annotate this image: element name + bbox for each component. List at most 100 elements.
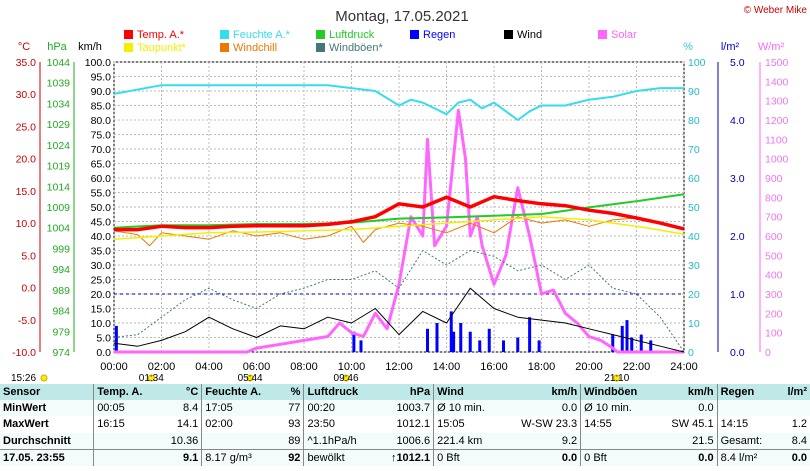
legend-swatch — [124, 30, 133, 39]
series-line — [113, 215, 685, 240]
table-cell — [201, 432, 281, 450]
table-cell: 8.4 — [777, 432, 810, 450]
time-tick-label: 08:00 — [290, 361, 318, 373]
legend-label: Wind — [517, 29, 542, 41]
pct-tick-label: 60 — [688, 173, 700, 185]
rain-bar — [449, 311, 453, 352]
hpa-tick-label: 1044 — [47, 57, 71, 69]
sun-marker — [40, 374, 48, 382]
solar-tick-label: 400 — [765, 270, 783, 282]
table-cell: Luftdruck — [303, 384, 377, 401]
solar-tick-label: 300 — [765, 289, 783, 301]
sun-label: 05:44 — [238, 373, 263, 384]
kmh-tick-label: 25.0 — [91, 275, 112, 287]
table-cell: 93 — [280, 416, 304, 433]
time-tick-label: 06:00 — [243, 361, 271, 373]
rain-bar — [528, 317, 532, 352]
legend-swatch — [124, 43, 133, 52]
temp-tick-label: 15.0 — [16, 186, 37, 198]
time-tick-label: 00:00 — [100, 361, 128, 373]
table-cell: 9.2 — [501, 432, 581, 450]
solar-tick-label: 600 — [765, 231, 783, 243]
rain-bar — [478, 340, 482, 352]
table-cell: 10.36 — [158, 432, 202, 450]
time-tick-label: 18:00 — [528, 361, 556, 373]
kmh-tick-label: 20.0 — [91, 289, 112, 301]
table-cell: Ø 10 min. — [580, 400, 656, 417]
sun-label: 01:34 — [139, 373, 164, 384]
table-cell: 8.4 l/m² — [716, 448, 778, 466]
rain-tick-label: 2.0 — [730, 231, 745, 243]
table-cell: Windböen — [580, 384, 656, 401]
table-cell: 8.17 g/m³ — [201, 448, 281, 466]
weather-chart: Montag, 17.05.2021 © Weber Mike Temp. A.… — [11, 5, 808, 384]
temp-tick-label: 10.0 — [16, 218, 37, 230]
table-cell: 89 — [280, 432, 304, 450]
table-cell: ↑1012.1 — [376, 448, 434, 466]
table-cell: 0.0 — [501, 400, 581, 417]
rain-tick-label: 5.0 — [730, 57, 745, 69]
hpa-tick-label: 979 — [52, 326, 70, 338]
temp-tick-label: 30.0 — [16, 89, 37, 101]
kmh-tick-label: 90.0 — [91, 86, 112, 98]
table-cell — [93, 448, 159, 466]
kmh-tick-label: 0.0 — [96, 347, 111, 359]
hpa-tick-label: 1009 — [47, 202, 71, 214]
pct-tick-label: 20 — [688, 289, 700, 301]
table-cell: 16:15 — [93, 416, 159, 433]
axis-unit: km/h — [78, 41, 102, 53]
kmh-tick-label: 35.0 — [91, 246, 112, 258]
rain-bar — [452, 331, 456, 352]
table-row: MaxWert 16:15 14.1 02:00 93 23:50 1012.1 15:05 W… — [0, 416, 810, 433]
legend-label: Windböen* — [329, 42, 384, 54]
time-tick-label: 24:00 — [670, 361, 698, 373]
pct-tick-label: 0 — [688, 347, 694, 359]
table-cell: 1.2 — [777, 416, 810, 433]
kmh-tick-label: 75.0 — [91, 130, 112, 142]
table-cell: km/h — [501, 384, 581, 401]
row-label: Durchschnitt — [0, 432, 94, 450]
table-cell: 221.4 km — [433, 432, 502, 450]
rain-bar — [352, 331, 356, 352]
table-cell: 14.1 — [158, 416, 202, 433]
table-cell: 15:05 — [433, 416, 502, 433]
table-cell: 14:55 — [580, 416, 656, 433]
pct-tick-label: 10 — [688, 318, 700, 330]
rain-tick-label: 4.0 — [730, 115, 745, 127]
series-line — [114, 108, 684, 354]
kmh-tick-label: 55.0 — [91, 188, 112, 200]
rain-bar — [435, 323, 439, 352]
sun-marker — [342, 374, 350, 382]
pct-tick-label: 70 — [688, 144, 700, 156]
chart-legend: Temp. A.* Feuchte A.* Luftdruck Regen Wind So… — [124, 29, 637, 54]
table-cell: 17:05 — [201, 400, 281, 417]
sun-marker — [613, 374, 621, 382]
series-line — [113, 216, 637, 247]
table-cell: bewölkt — [303, 448, 377, 466]
rain-tick-label: 0.0 — [730, 347, 745, 359]
temp-tick-label: 0.0 — [21, 283, 36, 295]
table-cell: 00:20 — [303, 400, 377, 417]
table-cell: km/h — [655, 384, 718, 401]
pct-tick-label: 90 — [688, 86, 700, 98]
time-tick-label: 22:00 — [623, 361, 651, 373]
temp-tick-label: 35.0 — [16, 57, 37, 69]
table-cell: 21.5 — [655, 432, 718, 450]
chart-axes: 35.0 30.0 25.0 20.0 15.0 10.0 5.0 0.0 -5.0 -10.0 1… — [12, 57, 788, 373]
sun-markers: 15:26 01:34 05:44 09:46 21:10 — [11, 373, 630, 384]
pct-tick-label: 80 — [688, 115, 700, 127]
axis-unit: W/m² — [758, 41, 785, 53]
table-cell: % — [280, 384, 304, 401]
axis-unit: °C — [18, 41, 30, 53]
kmh-tick-label: 45.0 — [91, 217, 112, 229]
kmh-tick-label: 100.0 — [85, 57, 111, 69]
series-line — [113, 250, 685, 353]
sun-label: 21:10 — [604, 373, 629, 384]
rain-bar — [502, 340, 505, 352]
rain-tick-label: 3.0 — [730, 173, 745, 185]
hpa-tick-label: 1039 — [47, 78, 71, 90]
table-row: 17.05. 23:55 9.1 8.17 g/m³ 92 bewölkt ↑1012.1… — [0, 448, 810, 466]
kmh-tick-label: 60.0 — [91, 173, 112, 185]
rain-bar — [516, 337, 520, 352]
table-cell: 1012.1 — [376, 416, 434, 433]
